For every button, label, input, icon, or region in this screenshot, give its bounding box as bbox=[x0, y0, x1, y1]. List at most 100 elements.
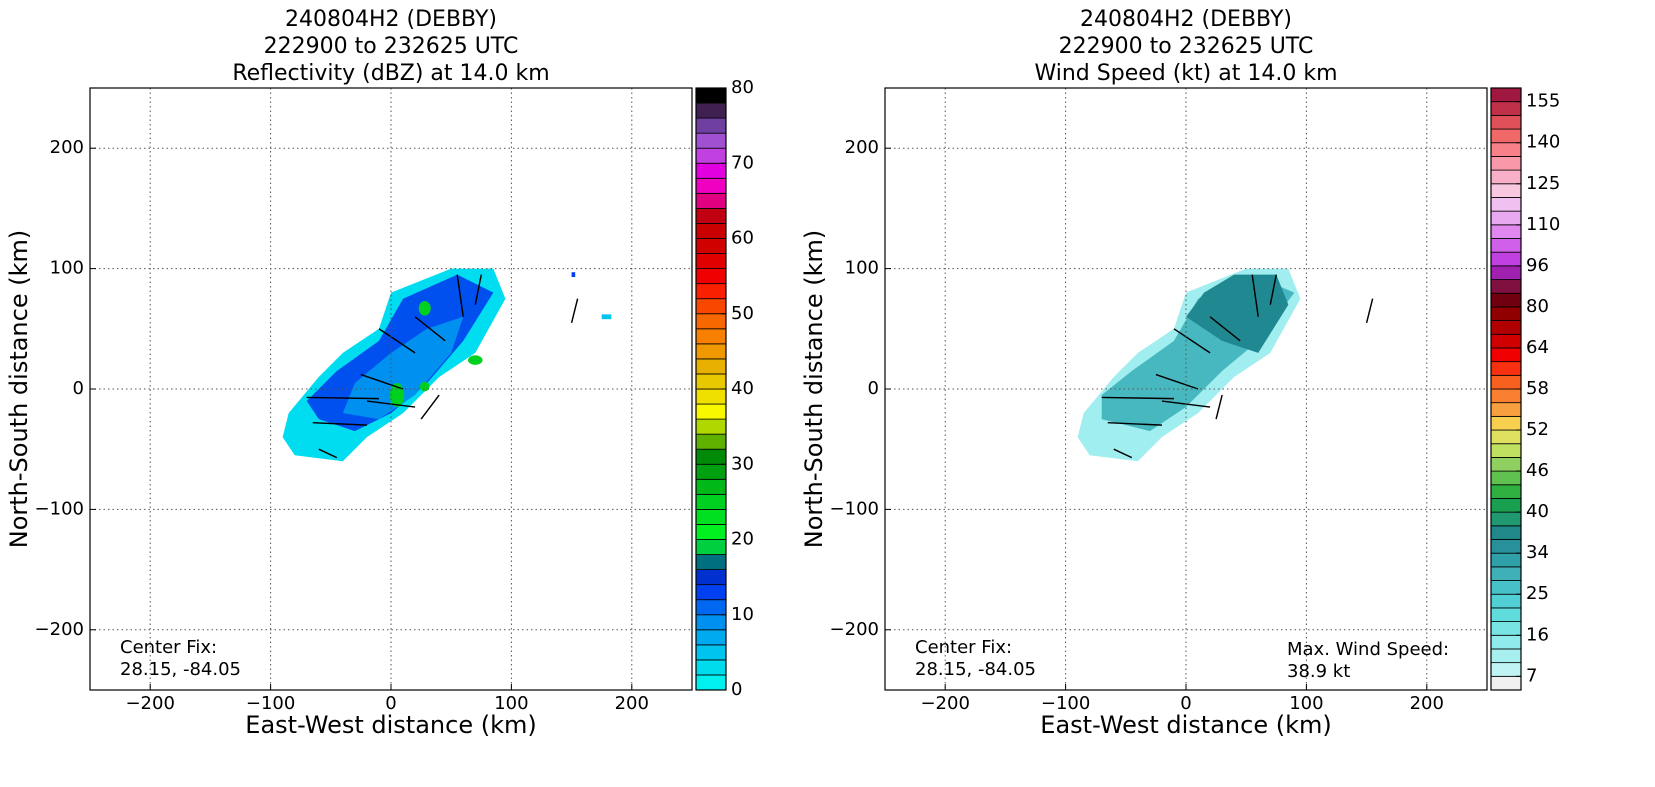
x-tick-label: −100 bbox=[1041, 693, 1090, 714]
chart-title: Wind Speed (kt) at 14.0 km bbox=[1034, 61, 1337, 86]
colorbar-bin bbox=[1490, 593, 1522, 609]
colorbar-bin bbox=[695, 433, 727, 450]
colorbar-bin bbox=[695, 599, 727, 616]
x-tick-label: −200 bbox=[920, 693, 969, 714]
colorbar-bin bbox=[1490, 388, 1522, 404]
colorbar-bin bbox=[695, 238, 727, 254]
colorbar-bin bbox=[1490, 621, 1522, 636]
colorbar-bin bbox=[1490, 675, 1522, 691]
colorbar-bin bbox=[1490, 142, 1522, 157]
colorbar-bin bbox=[695, 313, 727, 330]
colorbar-bin bbox=[695, 478, 727, 495]
y-tick-label: −200 bbox=[35, 619, 84, 640]
x-tick-label: 100 bbox=[494, 693, 528, 714]
colorbar-tick-label: 46 bbox=[1526, 460, 1549, 481]
y-tick-label: 100 bbox=[845, 258, 879, 279]
x-tick-label: 0 bbox=[385, 693, 396, 714]
colorbar-bin bbox=[695, 524, 727, 540]
colorbar-tick-label: 40 bbox=[731, 378, 754, 399]
colorbar-tick-label: 52 bbox=[1526, 419, 1549, 440]
chart-title: 240804H2 (DEBBY) bbox=[285, 7, 497, 32]
colorbar-tick-label: 0 bbox=[731, 679, 742, 700]
annotation: Center Fix: bbox=[120, 637, 217, 658]
colorbar-bin bbox=[695, 614, 727, 631]
y-axis-label: North-South distance (km) bbox=[800, 230, 828, 549]
colorbar-bin bbox=[1490, 429, 1522, 445]
y-tick-label: 0 bbox=[868, 378, 879, 399]
y-tick-label: −100 bbox=[830, 498, 879, 519]
y-tick-label: 100 bbox=[50, 258, 84, 279]
x-tick-label: −200 bbox=[125, 693, 174, 714]
colorbar-tick-label: 140 bbox=[1526, 132, 1560, 153]
y-tick-label: −200 bbox=[830, 619, 879, 640]
colorbar-bin bbox=[1490, 484, 1522, 499]
colorbar-bin bbox=[695, 207, 727, 224]
colorbar-tick-label: 50 bbox=[731, 303, 754, 324]
colorbar-bin bbox=[695, 328, 727, 345]
colorbar-bin bbox=[1490, 210, 1522, 226]
annotation: Center Fix: bbox=[915, 637, 1012, 658]
colorbar-tick-label: 60 bbox=[731, 228, 754, 249]
colorbar-bin bbox=[1490, 402, 1522, 417]
colorbar-bin bbox=[1490, 238, 1522, 253]
colorbar-bin bbox=[1490, 415, 1522, 431]
colorbar-bin bbox=[1490, 333, 1522, 349]
y-tick-label: 0 bbox=[73, 378, 84, 399]
colorbar-bin bbox=[1490, 306, 1522, 321]
colorbar-bin bbox=[1490, 183, 1522, 198]
colorbar-bin bbox=[1490, 128, 1522, 144]
colorbar-bin bbox=[695, 268, 727, 285]
colorbar-bin bbox=[695, 554, 727, 570]
colorbar-bin bbox=[1490, 101, 1522, 116]
x-axis-label: East-West distance (km) bbox=[1040, 711, 1331, 739]
colorbar-bin bbox=[1490, 374, 1522, 390]
colorbar-bin bbox=[1490, 251, 1522, 267]
colorbar-bin bbox=[695, 223, 727, 239]
wind-speed-field bbox=[1077, 268, 1374, 462]
colorbar-bin bbox=[695, 253, 727, 270]
colorbar-tick-label: 40 bbox=[1526, 501, 1549, 522]
colorbar-bin bbox=[1490, 320, 1522, 335]
colorbar-tick-label: 30 bbox=[731, 453, 754, 474]
colorbar-bin bbox=[1490, 443, 1522, 458]
colorbar-bin bbox=[695, 629, 727, 646]
colorbar-tick-label: 34 bbox=[1526, 542, 1549, 563]
colorbar-bin bbox=[1490, 634, 1522, 650]
plot-frame bbox=[89, 87, 693, 691]
colorbar-bin bbox=[1490, 457, 1522, 472]
colorbar-bin bbox=[1490, 347, 1522, 363]
colorbar-tick-label: 80 bbox=[731, 77, 754, 98]
colorbar-tick-label: 58 bbox=[1526, 378, 1549, 399]
chart-title: 222900 to 232625 UTC bbox=[264, 34, 519, 59]
colorbar-tick-label: 125 bbox=[1526, 173, 1560, 194]
colorbar-bin bbox=[695, 87, 727, 104]
colorbar-tick-label: 155 bbox=[1526, 91, 1560, 112]
annotation: Max. Wind Speed: bbox=[1287, 639, 1449, 660]
colorbar-bin bbox=[1490, 648, 1522, 664]
colorbar-bin bbox=[695, 659, 727, 676]
y-tick-label: −100 bbox=[35, 498, 84, 519]
colorbar-bin bbox=[1490, 361, 1522, 376]
colorbar-tick-label: 64 bbox=[1526, 337, 1549, 358]
colorbar-bin bbox=[695, 388, 727, 405]
colorbar-bin bbox=[1490, 607, 1522, 622]
annotation: 28.15, -84.05 bbox=[120, 659, 241, 680]
colorbar-bin bbox=[695, 674, 727, 691]
colorbar-bin bbox=[695, 644, 727, 661]
colorbar-bin bbox=[695, 283, 727, 300]
colorbar-bin bbox=[1490, 662, 1522, 677]
colorbar-tick-label: 80 bbox=[1526, 296, 1549, 317]
chart-title: 240804H2 (DEBBY) bbox=[1080, 7, 1292, 32]
colorbar-tick-label: 7 bbox=[1526, 665, 1537, 686]
colorbar-bin bbox=[695, 192, 727, 209]
x-tick-label: 200 bbox=[615, 693, 649, 714]
colorbar-bin bbox=[1490, 566, 1522, 581]
colorbar-bin bbox=[695, 102, 727, 119]
colorbar-tick-label: 10 bbox=[731, 604, 754, 625]
x-tick-label: 200 bbox=[1410, 693, 1444, 714]
colorbar-bin bbox=[695, 162, 727, 179]
colorbar-tick-label: 25 bbox=[1526, 583, 1549, 604]
colorbar-bin bbox=[1490, 87, 1522, 103]
annotation: 38.9 kt bbox=[1287, 661, 1350, 682]
